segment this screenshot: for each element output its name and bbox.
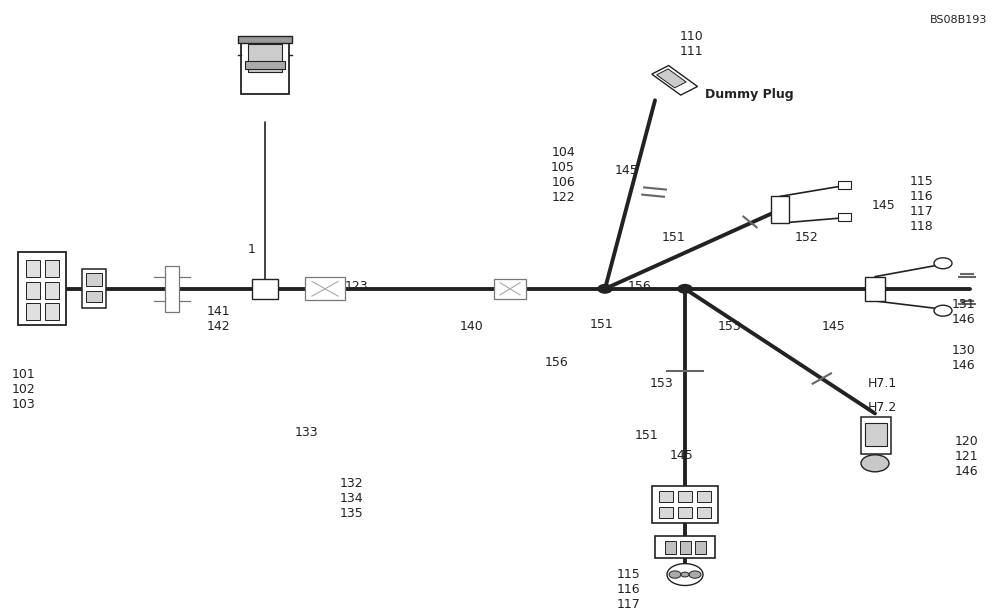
Bar xyxy=(865,423,887,446)
Bar xyxy=(678,491,692,502)
Bar xyxy=(652,486,718,523)
Bar xyxy=(26,260,40,277)
Text: 104
105
106
122: 104 105 106 122 xyxy=(551,146,575,204)
Circle shape xyxy=(598,285,612,293)
Bar xyxy=(838,181,851,189)
Text: 132
134
135: 132 134 135 xyxy=(340,477,364,520)
Bar xyxy=(697,507,711,518)
Circle shape xyxy=(678,285,692,293)
Text: 145: 145 xyxy=(872,199,896,212)
Circle shape xyxy=(667,564,703,586)
Bar xyxy=(248,44,282,72)
Bar xyxy=(82,269,106,308)
Text: 101
102
103: 101 102 103 xyxy=(12,368,36,411)
Bar xyxy=(45,260,59,277)
Text: 151: 151 xyxy=(590,319,614,331)
Text: 115
116
117
118: 115 116 117 118 xyxy=(910,175,934,233)
Bar xyxy=(652,66,698,95)
Text: BS08B193: BS08B193 xyxy=(930,15,987,25)
Bar xyxy=(238,36,292,43)
Text: 133: 133 xyxy=(295,426,319,438)
Text: Dummy Plug: Dummy Plug xyxy=(705,88,794,101)
Bar xyxy=(861,417,891,454)
Text: H7.1: H7.1 xyxy=(868,377,897,390)
Text: 115
116
117
118: 115 116 117 118 xyxy=(617,568,641,608)
Text: 145: 145 xyxy=(670,449,694,461)
Bar xyxy=(865,277,885,301)
Text: 123: 123 xyxy=(345,280,369,292)
Text: 151: 151 xyxy=(635,429,659,441)
Bar xyxy=(45,303,59,320)
Bar xyxy=(245,61,285,69)
Text: 120
121
146: 120 121 146 xyxy=(955,435,979,478)
Bar xyxy=(665,541,676,554)
Bar xyxy=(252,279,278,299)
Text: 1: 1 xyxy=(248,243,256,256)
Circle shape xyxy=(861,455,889,472)
Text: 141
142: 141 142 xyxy=(207,305,231,333)
Bar xyxy=(18,252,66,325)
Bar xyxy=(695,541,706,554)
Bar xyxy=(678,507,692,518)
Circle shape xyxy=(681,572,689,577)
Bar xyxy=(659,507,673,518)
Text: 145: 145 xyxy=(615,164,639,177)
Circle shape xyxy=(934,258,952,269)
Text: H7.2: H7.2 xyxy=(868,401,897,414)
Text: 131
146: 131 146 xyxy=(952,298,976,326)
Circle shape xyxy=(689,571,701,578)
Bar xyxy=(86,273,102,286)
Bar xyxy=(241,40,289,94)
Text: 156: 156 xyxy=(544,356,568,368)
Bar xyxy=(494,279,526,299)
Bar xyxy=(657,69,686,88)
Text: 156: 156 xyxy=(628,280,652,292)
Text: 152: 152 xyxy=(795,231,819,244)
Bar xyxy=(45,282,59,299)
Bar xyxy=(680,541,691,554)
Text: 153: 153 xyxy=(650,377,674,390)
Bar xyxy=(305,277,345,300)
Text: 130
146: 130 146 xyxy=(952,344,976,371)
Bar xyxy=(165,266,179,312)
Bar xyxy=(86,291,102,302)
Text: 110
111: 110 111 xyxy=(680,30,704,58)
Bar xyxy=(771,196,789,223)
Text: 153: 153 xyxy=(718,320,742,333)
Bar xyxy=(659,491,673,502)
Text: 145: 145 xyxy=(822,320,846,333)
Bar xyxy=(26,303,40,320)
Text: 151: 151 xyxy=(662,231,686,244)
Bar xyxy=(26,282,40,299)
Circle shape xyxy=(669,571,681,578)
Bar xyxy=(655,536,715,558)
Circle shape xyxy=(934,305,952,316)
Bar xyxy=(838,213,851,221)
Bar xyxy=(697,491,711,502)
Text: 140: 140 xyxy=(460,320,484,333)
